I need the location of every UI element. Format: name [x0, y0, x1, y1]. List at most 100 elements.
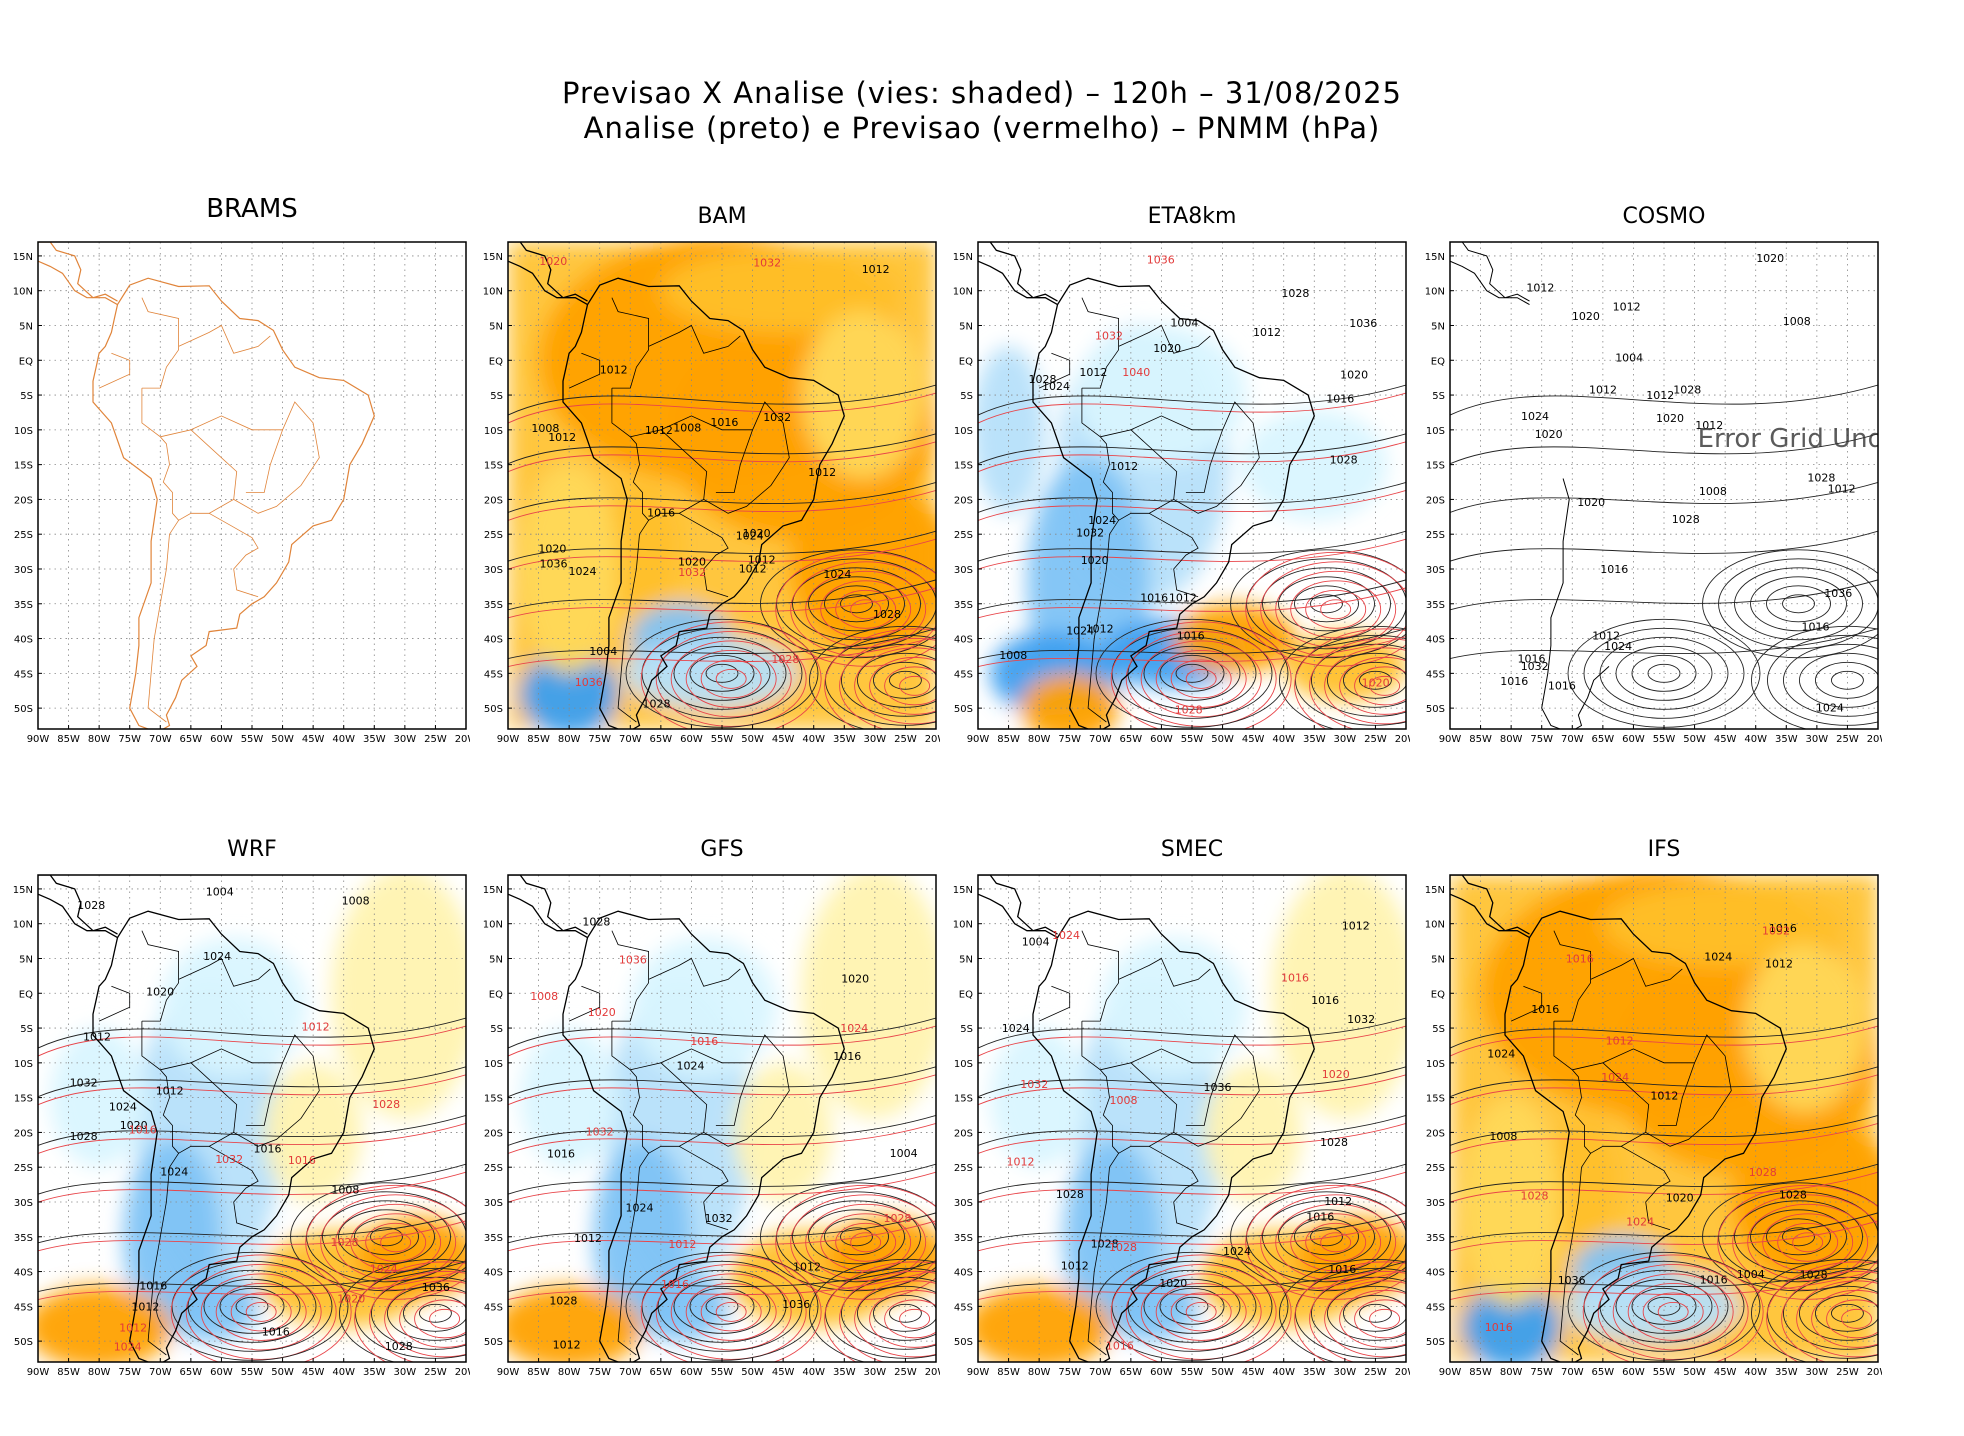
error-overlay-text: Error Grid Und	[1698, 424, 1882, 454]
isobar-label: 1028	[643, 698, 671, 711]
isobar-label: 1020	[120, 1119, 148, 1132]
map-panel-ifs: IFS 1012 1008 1016 1012 1016 1024 1004 1028 1036 1…	[1412, 815, 1882, 1415]
lon-tick-label: 45W	[1242, 1367, 1265, 1375]
isobar-label: 1012	[1086, 623, 1114, 636]
lon-tick-label: 65W	[650, 1367, 673, 1375]
lat-tick-label: 30S	[1426, 1198, 1445, 1209]
lat-tick-label: 10S	[954, 1059, 973, 1070]
isobar-label: 1004	[206, 886, 234, 899]
isobar-label: 1012	[1650, 1090, 1678, 1103]
isobar-label: 1036	[1204, 1081, 1232, 1094]
isobar-label: 1036	[1558, 1274, 1586, 1287]
isobar-label: 1016	[1485, 1321, 1513, 1334]
lat-tick-label: EQ	[19, 356, 33, 367]
lat-tick-label: 45S	[954, 669, 973, 680]
lat-tick-label: 10N	[953, 287, 973, 298]
lat-tick-label: 10S	[1426, 1059, 1445, 1070]
lon-tick-label: 40W	[1744, 734, 1767, 742]
lat-tick-label: 40S	[954, 635, 973, 646]
isobar-label: 1012	[553, 1339, 581, 1352]
lat-tick-label: 5S	[490, 1024, 503, 1035]
lon-tick-label: 85W	[1469, 1367, 1492, 1375]
bias-shade-blob	[789, 485, 936, 653]
lon-tick-label: 65W	[180, 1367, 203, 1375]
bias-shade-blob	[978, 1285, 1113, 1362]
lon-tick-label: 25W	[1836, 734, 1859, 742]
lon-tick-label: 35W	[363, 1367, 386, 1375]
isobar-label: 1016	[1700, 1274, 1728, 1287]
isobar-label: 1012	[862, 263, 890, 276]
lat-tick-label: 20S	[484, 1128, 503, 1139]
lat-tick-label: 45S	[484, 669, 503, 680]
map-svg-brams: 90W 85W 80W 75W 70W 65W 60W 55W 50W 45W 40W 35W 30W 2…	[13, 241, 470, 742]
isobar-label: 1012	[119, 1322, 147, 1335]
lon-tick-label: 45W	[302, 734, 325, 742]
lon-tick-label: 40W	[332, 734, 355, 742]
lat-tick-label: 15S	[484, 1094, 503, 1105]
isobar-label: 1028	[549, 1294, 577, 1307]
lon-tick-label: 80W	[1500, 734, 1523, 742]
lon-tick-label: 70W	[619, 1367, 642, 1375]
lat-tick-label: 5N	[489, 321, 503, 332]
lon-tick-label: 50W	[1211, 1367, 1234, 1375]
lat-tick-label: 5N	[959, 954, 973, 965]
panel-title-brams: BRAMS	[206, 194, 298, 224]
isobar-label: 1016	[254, 1143, 282, 1156]
lat-tick-label: 5S	[1432, 391, 1445, 402]
lon-tick-label: 50W	[741, 1367, 764, 1375]
isobar-label: 1024	[1052, 929, 1080, 942]
isobar-label: 1008	[999, 649, 1027, 662]
isobar-label: 1024	[1487, 1047, 1515, 1060]
lon-tick-label: 35W	[1303, 734, 1326, 742]
bias-shade-blob	[1020, 673, 1119, 729]
isobar-label: 1024	[1816, 702, 1844, 715]
isobar-label: 1024	[1223, 1245, 1251, 1258]
bias-shade-blob	[1743, 944, 1866, 1112]
lat-tick-label: 35S	[484, 600, 503, 611]
isobar-label: 1024	[840, 1022, 868, 1035]
isobar-label: 1032	[1762, 924, 1790, 937]
map-panel-gfs: GFS 1012 1012 1016 1020 1004 1016 1024 1012 1024 1…	[470, 815, 940, 1415]
isobar-label: 1032	[70, 1077, 98, 1090]
isobar-label: 1012	[1765, 958, 1793, 971]
isobar-label: 1024	[626, 1202, 654, 1215]
lat-tick-label: 15N	[13, 885, 33, 896]
isobar-label: 1028	[70, 1130, 98, 1143]
lat-tick-label: 10S	[1426, 426, 1445, 437]
lat-tick-label: 30S	[954, 1198, 973, 1209]
lat-tick-label: 5S	[20, 391, 33, 402]
map-svg-cosmo: 1012 1012 1012 1016 1012 1012 1016 1016 1020 1020…	[1425, 241, 1882, 742]
isobar-label: 1016	[1281, 971, 1309, 984]
isobar-label: 1012	[1324, 1195, 1352, 1208]
lon-tick-label: 20W	[925, 1367, 940, 1375]
isobar-label: 1016	[129, 1123, 157, 1136]
isobar-label: 1028	[1807, 472, 1835, 485]
lat-tick-label: 15N	[13, 252, 33, 263]
isobar-label: 1020	[588, 1006, 616, 1019]
isobar-label: 1016	[833, 1050, 861, 1063]
isobar-label: 1020	[678, 555, 706, 568]
isobar-label: 1008	[1783, 315, 1811, 328]
lon-tick-label: 25W	[1836, 1367, 1859, 1375]
isobar-label: 1012	[1613, 301, 1641, 314]
isobar-label: 1012	[748, 553, 776, 566]
isobar-label: 1028	[884, 1212, 912, 1225]
lon-tick-label: 90W	[967, 734, 990, 742]
isobar-label: 1012	[1061, 1260, 1089, 1273]
map-svg-wrf: 1012 1016 1012 1016 1012 1016 1008 1020 1024 1020…	[13, 874, 470, 1375]
lat-tick-label: 25S	[484, 530, 503, 541]
lon-tick-label: 40W	[802, 734, 825, 742]
lon-tick-label: 45W	[772, 734, 795, 742]
isobar-label: 1012	[1110, 460, 1138, 473]
lat-tick-label: 40S	[14, 1268, 33, 1279]
lon-tick-label: 75W	[118, 1367, 141, 1375]
lon-tick-label: 85W	[1469, 734, 1492, 742]
lon-tick-label: 20W	[1867, 734, 1882, 742]
lat-tick-label: 5N	[1431, 954, 1445, 965]
lat-tick-label: 10N	[953, 920, 973, 931]
panel-title-bam: BAM	[697, 204, 747, 229]
lon-tick-label: 80W	[558, 734, 581, 742]
lat-tick-label: 20S	[954, 1128, 973, 1139]
isobar-label: 1020	[1159, 1277, 1187, 1290]
isobar-label: 1012	[1079, 366, 1107, 379]
